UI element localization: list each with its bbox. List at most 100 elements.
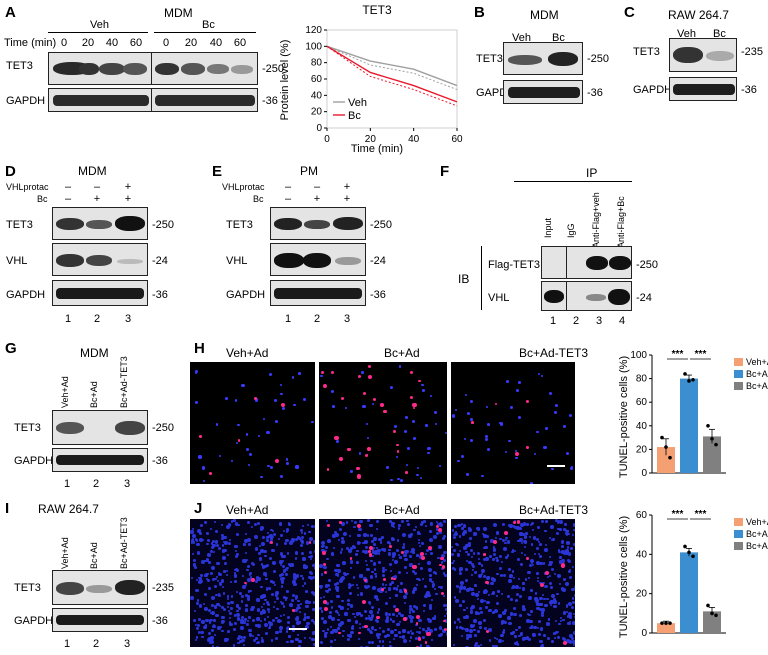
nucleus-dot <box>394 633 398 638</box>
nucleus-dot <box>515 628 518 632</box>
nucleus-dot <box>334 609 339 614</box>
bar-bc-ad <box>680 378 698 473</box>
data-point <box>683 544 687 549</box>
y-tick-label: 120 <box>305 25 322 36</box>
nucleus-dot <box>402 629 406 633</box>
nucleus-dot <box>374 628 377 631</box>
nucleus-dot <box>254 547 259 551</box>
data-point <box>664 621 668 625</box>
nucleus-dot <box>287 522 291 525</box>
nucleus-dot <box>465 633 470 638</box>
nucleus-dot <box>352 576 355 579</box>
nucleus-dot <box>517 578 520 581</box>
nucleus-dot <box>236 590 239 593</box>
nucleus-dot <box>556 521 560 525</box>
nucleus-dot <box>358 575 362 578</box>
nucleus-dot <box>464 614 469 619</box>
nucleus-dot <box>427 451 430 455</box>
nucleus-dot <box>389 386 393 389</box>
d-sign: – <box>93 181 101 193</box>
nucleus-dot <box>309 572 313 576</box>
data-point <box>664 445 668 449</box>
tunel-positive-dot <box>400 551 404 555</box>
tunel-positive-dot <box>412 565 417 570</box>
y-tick-label: 40 <box>636 549 648 560</box>
nucleus-dot <box>395 588 399 591</box>
nucleus-dot <box>270 622 274 626</box>
nucleus-dot <box>408 611 412 614</box>
nucleus-dot <box>556 573 561 578</box>
nucleus-dot <box>323 634 328 639</box>
nucleus-dot <box>467 560 472 565</box>
nucleus-dot <box>372 536 377 541</box>
nucleus-dot <box>465 567 469 572</box>
tunel-positive-dot <box>244 581 247 585</box>
nucleus-dot <box>478 574 482 579</box>
nucleus-dot <box>342 634 345 637</box>
nucleus-dot <box>433 587 436 590</box>
nucleus-dot <box>381 569 386 573</box>
nucleus-dot <box>397 570 401 575</box>
nucleus-dot <box>320 544 324 548</box>
nucleus-dot <box>543 597 546 601</box>
nucleus-dot <box>480 564 484 567</box>
nucleus-dot <box>355 584 358 587</box>
nucleus-dot <box>417 562 421 565</box>
scale-bar <box>547 465 565 467</box>
nucleus-dot <box>572 631 575 635</box>
d-cell-label: MDM <box>78 164 107 178</box>
nucleus-dot <box>500 622 503 625</box>
bar-bc-ad <box>680 552 698 633</box>
g-cell-label: MDM <box>80 346 109 360</box>
nucleus-dot <box>313 642 315 647</box>
nucleus-dot <box>555 403 559 407</box>
nucleus-dot <box>387 612 392 617</box>
nucleus-dot <box>457 459 460 462</box>
nucleus-dot <box>563 611 567 615</box>
nucleus-dot <box>392 604 396 609</box>
nucleus-dot <box>521 581 526 585</box>
nucleus-dot <box>436 531 440 535</box>
nucleus-dot <box>319 606 323 611</box>
nucleus-dot <box>213 521 216 524</box>
nucleus-dot <box>330 552 334 556</box>
nucleus-dot <box>541 594 544 597</box>
nucleus-dot <box>439 626 443 630</box>
i-blot-tet3 <box>52 570 148 605</box>
nucleus-dot <box>505 538 508 541</box>
nucleus-dot <box>485 575 490 580</box>
nucleus-dot <box>537 540 541 544</box>
nucleus-dot <box>378 640 382 643</box>
nucleus-dot <box>546 598 549 601</box>
nucleus-dot <box>319 587 322 590</box>
nucleus-dot <box>528 596 533 601</box>
h-image-title: Bc+Ad <box>384 346 420 360</box>
nucleus-dot <box>207 638 212 643</box>
c-cell-label: RAW 264.7 <box>668 8 729 22</box>
nucleus-dot <box>362 577 367 582</box>
nucleus-dot <box>494 609 498 614</box>
nucleus-dot <box>254 398 259 402</box>
nucleus-dot <box>373 568 377 571</box>
nucleus-dot <box>384 602 388 606</box>
nucleus-dot <box>493 637 497 640</box>
nucleus-dot <box>237 641 240 644</box>
nucleus-dot <box>525 532 528 535</box>
nucleus-dot <box>502 523 506 527</box>
nucleus-dot <box>308 530 311 534</box>
nucleus-dot <box>488 609 492 613</box>
nucleus-dot <box>198 531 202 535</box>
nucleus-dot <box>499 537 502 541</box>
nucleus-dot <box>245 558 248 562</box>
nucleus-dot <box>225 397 228 400</box>
d-blot-vhl <box>52 243 148 276</box>
nucleus-dot <box>385 633 390 638</box>
tunel-positive-dot <box>364 624 368 628</box>
nucleus-dot <box>393 634 397 638</box>
nucleus-dot <box>371 554 374 557</box>
nucleus-dot <box>255 579 259 583</box>
nucleus-dot <box>512 631 516 634</box>
nucleus-dot <box>382 573 385 577</box>
nucleus-dot <box>467 411 471 415</box>
nucleus-dot <box>247 542 251 546</box>
